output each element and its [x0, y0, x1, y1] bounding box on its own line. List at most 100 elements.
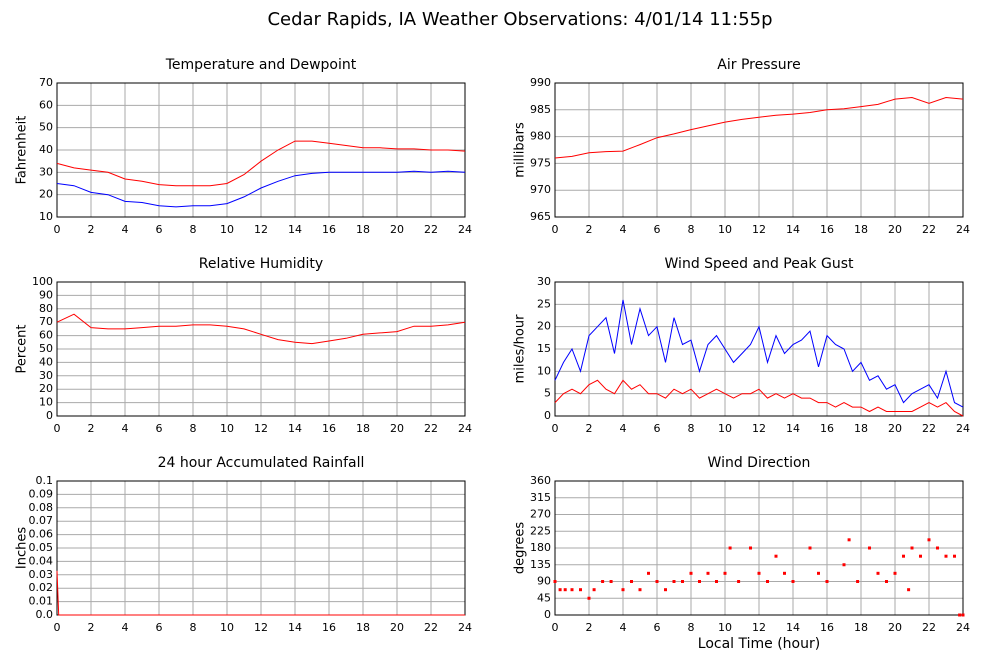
x-tick-label: 24 — [458, 422, 472, 435]
x-tick-label: 0 — [552, 422, 559, 435]
y-axis-label: degrees — [513, 522, 528, 575]
x-tick-label: 8 — [190, 422, 197, 435]
x-tick-label: 2 — [586, 223, 593, 236]
data-point — [766, 580, 769, 583]
x-tick-label: 18 — [356, 422, 370, 435]
y-tick-label: 20 — [39, 188, 53, 201]
y-tick-label: 40 — [39, 143, 53, 156]
data-point — [737, 580, 741, 583]
data-point — [902, 554, 905, 558]
x-tick-label: 6 — [654, 422, 661, 435]
y-tick-label: 0 — [46, 409, 53, 422]
data-line — [56, 313, 466, 345]
data-point — [553, 580, 557, 583]
x-tick-label: 14 — [786, 422, 800, 435]
y-tick-label: 5 — [544, 387, 551, 400]
data-line — [554, 379, 964, 417]
x-tick-label: 0 — [54, 422, 61, 435]
y-tick-label: 30 — [39, 369, 53, 382]
plot-frame — [56, 281, 466, 417]
y-tick-label: 80 — [39, 302, 53, 315]
y-tick-label: 980 — [530, 130, 551, 143]
y-tick-label: 0.03 — [29, 568, 54, 581]
x-tick-label: 2 — [586, 422, 593, 435]
data-point — [936, 546, 939, 550]
x-tick-label: 16 — [820, 621, 834, 634]
x-tick-label: 22 — [922, 621, 936, 634]
data-point — [893, 571, 897, 575]
x-tick-label: 24 — [458, 621, 472, 634]
data-point — [847, 538, 851, 542]
x-tick-label: 18 — [854, 223, 868, 236]
x-tick-label: 22 — [424, 223, 438, 236]
x-tick-label: 22 — [922, 223, 936, 236]
data-point — [944, 554, 948, 558]
x-tick-label: 0 — [54, 223, 61, 236]
x-tick-label: 2 — [88, 621, 95, 634]
data-line — [56, 170, 466, 208]
data-line — [554, 96, 964, 159]
x-tick-label: 14 — [288, 621, 302, 634]
x-tick-label: 4 — [122, 422, 129, 435]
plot-title: Temperature and Dewpoint — [165, 57, 357, 73]
x-tick-label: 12 — [254, 223, 268, 236]
data-point — [587, 596, 591, 600]
y-tick-label: 0 — [544, 409, 551, 422]
x-tick-label: 22 — [922, 422, 936, 435]
data-point — [808, 546, 812, 550]
y-tick-label: 60 — [39, 329, 53, 342]
x-tick-label: 14 — [288, 422, 302, 435]
y-tick-label: 20 — [39, 382, 53, 395]
y-tick-label: 50 — [39, 121, 53, 134]
x-tick-label: 10 — [718, 621, 732, 634]
data-point — [723, 571, 727, 575]
data-point — [961, 613, 965, 617]
x-tick-label: 18 — [854, 621, 868, 634]
x-tick-label: 20 — [888, 223, 902, 236]
x-tick-label: 4 — [620, 422, 627, 435]
x-tick-label: 6 — [156, 621, 163, 634]
y-tick-label: 10 — [39, 396, 53, 409]
y-tick-label: 0 — [544, 608, 551, 621]
x-tick-label: 12 — [752, 223, 766, 236]
plot-title: Air Pressure — [717, 57, 800, 73]
data-line — [554, 299, 964, 408]
x-tick-label: 20 — [390, 422, 404, 435]
y-tick-label: 975 — [530, 156, 551, 169]
data-point — [774, 554, 778, 558]
plot-title: Relative Humidity — [199, 256, 323, 272]
y-tick-label: 270 — [530, 508, 551, 521]
data-point — [655, 580, 659, 583]
data-point — [842, 563, 846, 567]
x-tick-label: 18 — [356, 223, 370, 236]
y-tick-label: 990 — [530, 76, 551, 89]
data-point — [609, 580, 613, 583]
x-tick-label: 10 — [220, 422, 234, 435]
y-axis-label: miles/hour — [513, 314, 528, 383]
y-tick-label: 180 — [530, 541, 551, 554]
x-tick-label: 12 — [254, 422, 268, 435]
x-tick-label: 16 — [322, 621, 336, 634]
x-tick-label: 4 — [620, 621, 627, 634]
data-point — [592, 588, 596, 592]
y-tick-label: 0.09 — [29, 487, 54, 500]
plot-title: 24 hour Accumulated Rainfall — [158, 455, 365, 471]
data-point — [927, 538, 931, 542]
data-point — [953, 554, 956, 558]
x-tick-label: 20 — [888, 422, 902, 435]
x-tick-label: 20 — [888, 621, 902, 634]
x-tick-label: 14 — [288, 223, 302, 236]
x-tick-label: 0 — [54, 621, 61, 634]
y-tick-label: 985 — [530, 103, 551, 116]
data-point — [689, 571, 693, 575]
data-point — [728, 546, 732, 550]
data-point — [817, 571, 820, 575]
data-point — [910, 546, 914, 550]
y-tick-label: 0.08 — [29, 501, 54, 514]
x-tick-label: 12 — [752, 621, 766, 634]
x-tick-label: 24 — [956, 422, 970, 435]
y-tick-label: 25 — [537, 297, 551, 310]
y-tick-label: 10 — [537, 364, 551, 377]
